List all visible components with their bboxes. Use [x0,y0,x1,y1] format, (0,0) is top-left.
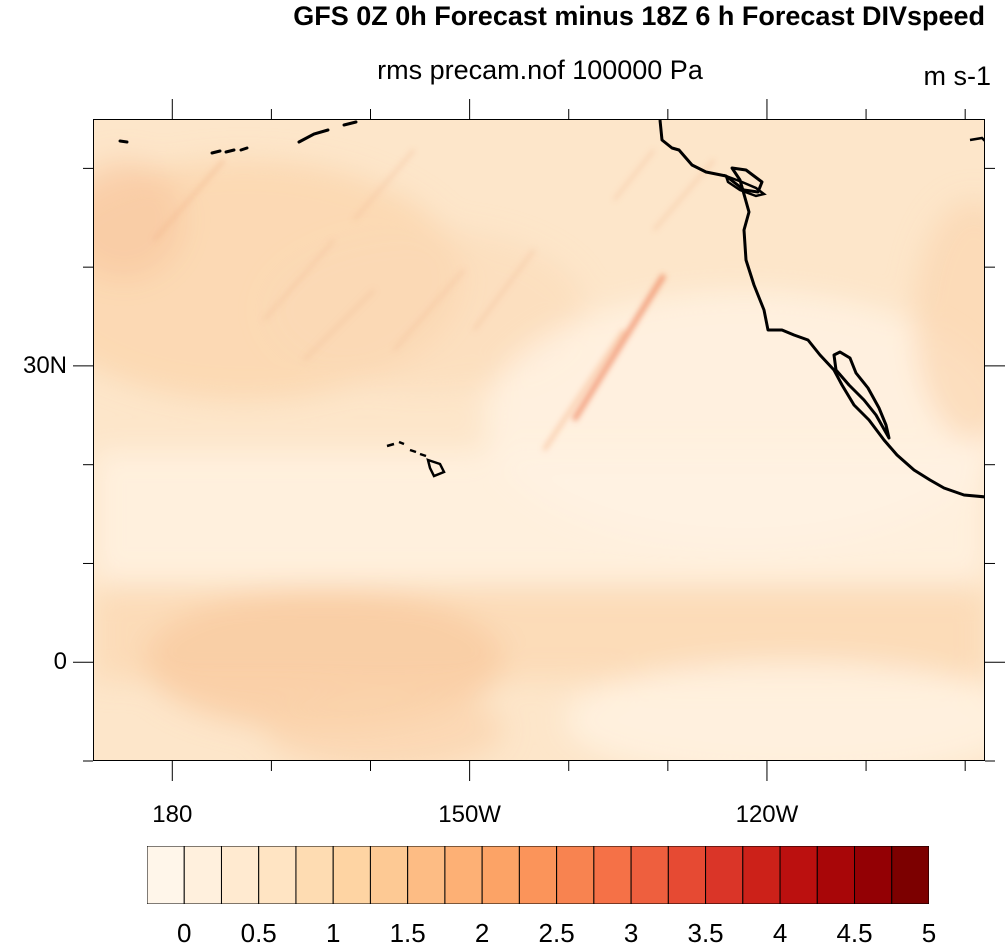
lat-tick-label: 30N [22,351,67,379]
colorbar-swatch [258,846,297,904]
lon-tick-label: 150W [438,801,501,828]
colorbar-swatch [593,846,632,904]
colorbar-swatch [705,846,744,904]
hawaii-islands [386,440,446,478]
colorbar [147,846,929,904]
colorbar-swatch [854,846,893,904]
coastline-vancouver [723,173,767,198]
colorbar-tick-label: 3.5 [687,918,724,948]
field-shading [94,160,984,760]
colorbar-tick-label: 0 [177,918,192,948]
colorbar-swatch [518,846,558,904]
map-plot-area [93,119,985,761]
colorbar-tick-label: 1.5 [389,918,426,948]
lon-tick-label: 180 [152,801,193,828]
coastline-north-america [658,120,984,499]
colorbar-swatch [816,846,856,904]
colorbar-swatch [481,846,520,904]
lat-tick-label: 0 [53,648,67,676]
coastline-baja [832,350,891,440]
colorbar-tick-label: 4.5 [836,918,873,948]
field-streaks [152,149,716,452]
map-canvas [94,120,984,760]
land-fragment-northeast [969,136,984,142]
aleutian-islands [118,120,358,155]
colorbar-swatch [444,846,483,904]
colorbar-swatch [295,846,334,904]
colorbar-swatch [891,846,929,904]
colorbar-swatch [667,846,707,904]
colorbar-swatch [630,846,669,904]
colorbar-tick-label: 5 [921,918,937,948]
colorbar-tick-label: 3 [623,918,639,948]
colorbar-swatch [220,846,260,904]
colorbar-swatch [183,846,222,904]
colorbar-swatch [332,846,371,904]
colorbar-tick-label: 0.5 [240,918,277,948]
colorbar-tick-label: 1 [325,918,341,948]
colorbar-swatch [147,846,185,904]
colorbar-swatch [556,846,595,904]
colorbar-tick-label: 2.5 [538,918,575,948]
colorbar-swatch [779,846,818,904]
map-title: GFS 0Z 0h Forecast minus 18Z 6 h Forecas… [293,1,985,31]
colorbar-swatch [742,846,781,904]
map-subtitle: rms precam.nof 100000 Pa [377,55,703,85]
lon-tick-label: 120W [735,801,799,828]
colorbar-swatch [407,846,446,904]
colorbar-tick-label: 4 [772,918,788,948]
colorbar-tick-label: 2 [474,918,490,948]
colorbar-swatch [369,846,409,904]
units-label: m s-1 [923,61,992,91]
